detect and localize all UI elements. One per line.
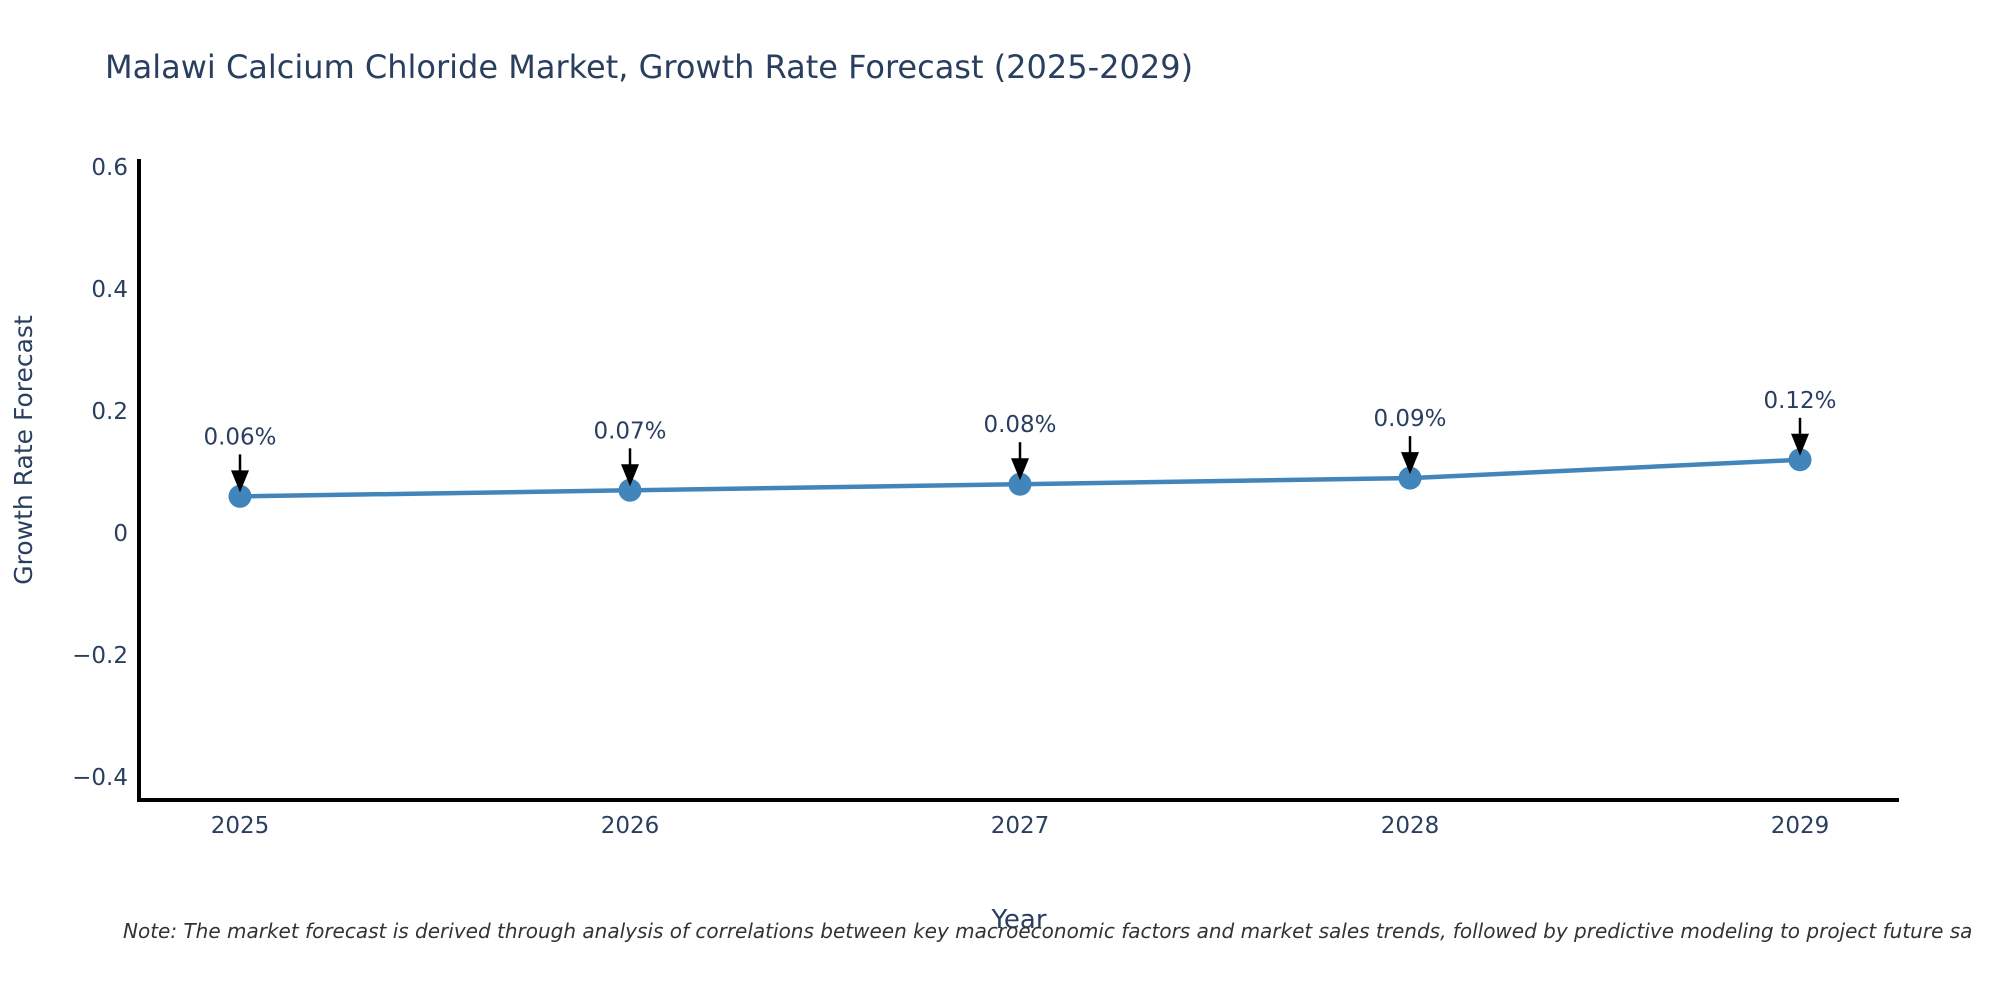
annotation-arrow-head	[621, 464, 639, 487]
data-point-marker	[1008, 472, 1032, 496]
point-annotations: 0.06% 0.07% 0.08% 0.09% 0.12%	[203, 388, 1837, 493]
data-point-marker	[1788, 448, 1812, 472]
x-tick-label: 2025	[211, 813, 270, 839]
data-point-marker	[228, 484, 252, 508]
point-value-label: 0.12%	[1763, 388, 1836, 414]
y-tick-label: −0.4	[72, 765, 128, 791]
point-value-label: 0.09%	[1373, 406, 1446, 432]
y-tick-label: −0.2	[72, 643, 128, 669]
x-tick-label: 2026	[601, 813, 660, 839]
chart-title: Malawi Calcium Chloride Market, Growth R…	[105, 48, 1193, 86]
x-tick-label: 2029	[1771, 813, 1830, 839]
data-point-marker	[1398, 466, 1422, 490]
y-axis-tick-labels: 0.6 0.4 0.2 0 −0.2 −0.4	[72, 155, 128, 791]
footnote: Note: The market forecast is derived thr…	[123, 919, 1972, 943]
annotation-arrow-head	[1791, 433, 1809, 456]
point-value-label: 0.07%	[593, 418, 666, 444]
point-value-label: 0.08%	[983, 412, 1056, 438]
y-tick-label: 0.2	[91, 399, 128, 425]
x-tick-label: 2027	[991, 813, 1050, 839]
x-axis-title: Year	[990, 905, 1046, 935]
forecast-line-series	[228, 448, 1812, 508]
annotation-arrow-head	[1011, 458, 1029, 481]
y-tick-label: 0	[113, 521, 128, 547]
y-tick-label: 0.4	[91, 277, 128, 303]
y-tick-label: 0.6	[91, 155, 128, 181]
x-tick-label: 2028	[1381, 813, 1440, 839]
y-axis-title: Growth Rate Forecast	[9, 315, 38, 585]
x-axis-tick-labels: 2025 2026 2027 2028 2029	[211, 813, 1830, 839]
data-point-marker	[618, 478, 642, 502]
annotation-arrow-head	[1401, 452, 1419, 475]
point-value-label: 0.06%	[203, 424, 276, 450]
annotation-arrow-head	[231, 470, 249, 493]
